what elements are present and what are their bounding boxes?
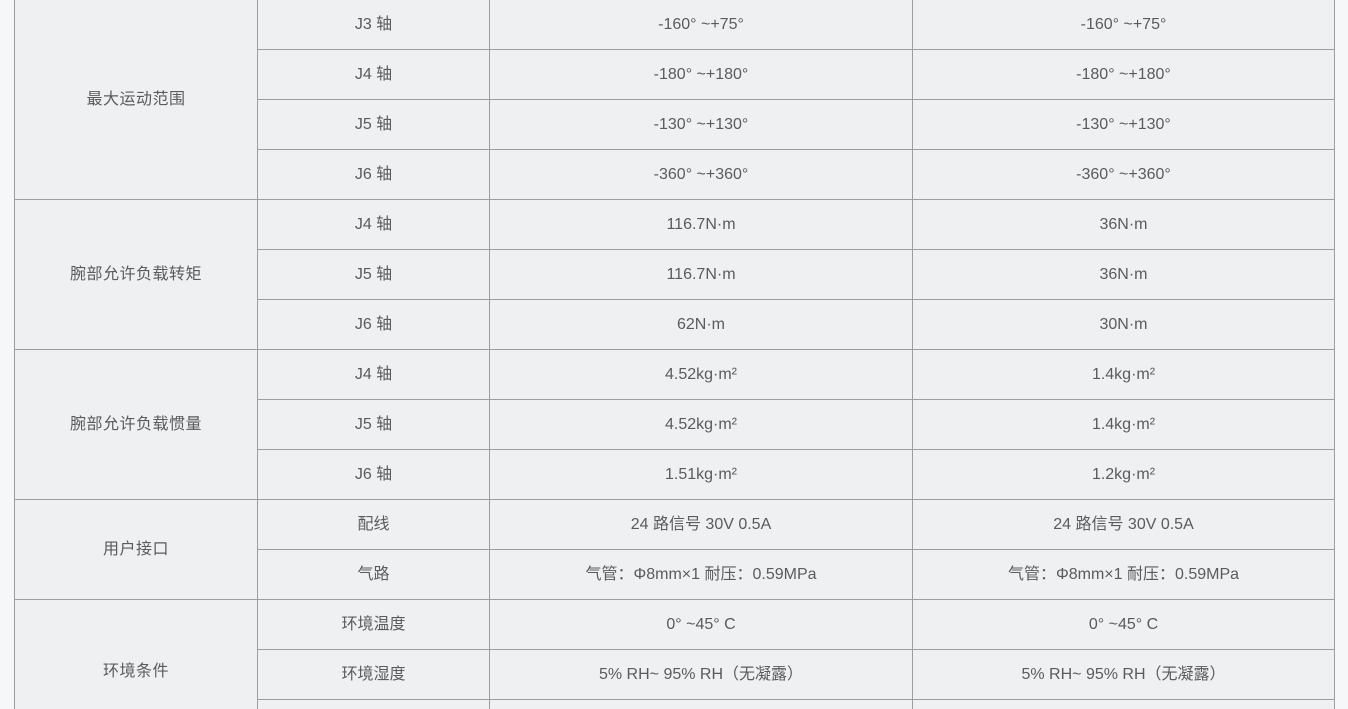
value-b-cell: 30N·m: [912, 299, 1335, 350]
value-b-cell: -130° ~+130°: [912, 99, 1335, 150]
item-cell: 配线: [257, 499, 490, 550]
value-a-cell: -360° ~+360°: [489, 149, 913, 200]
value-a-cell: 116.7N·m: [489, 199, 913, 250]
table-row: 气路 气管：Φ8mm×1 耐压：0.59MPa 气管：Φ8mm×1 耐压：0.59M…: [15, 549, 1335, 600]
value-a-cell: 1.51kg·m²: [489, 449, 913, 500]
category-cell: 环境条件: [14, 599, 258, 709]
spec-table: 最大运动范围 J3 轴 -160° ~+75° -160° ~+75° J4 轴 -180…: [14, 0, 1335, 709]
category-cell: 腕部允许负载转矩: [14, 199, 258, 350]
value-b-cell: 1.4kg·m²: [912, 349, 1335, 400]
table-row: 环境湿度 5% RH~ 95% RH（无凝露） 5% RH~ 95% RH（无凝露）: [15, 649, 1335, 700]
spec-table-container: 最大运动范围 J3 轴 -160° ~+75° -160° ~+75° J4 轴 -180…: [14, 0, 1335, 709]
item-cell: J5 轴: [257, 249, 490, 300]
value-a-cell: 116.7N·m: [489, 249, 913, 300]
value-a-cell: 0° ~45° C: [489, 599, 913, 650]
value-b-cell: 1.2kg·m²: [912, 449, 1335, 500]
item-cell: J6 轴: [257, 449, 490, 500]
table-row: J6 轴 -360° ~+360° -360° ~+360°: [15, 149, 1335, 200]
table-row: J6 轴 62N·m 30N·m: [15, 299, 1335, 350]
item-cell: J5 轴: [257, 99, 490, 150]
value-b-cell: 0° ~45° C: [912, 599, 1335, 650]
item-cell: J6 轴: [257, 299, 490, 350]
item-cell: 环境湿度: [257, 649, 490, 700]
value-b-cell: -360° ~+360°: [912, 149, 1335, 200]
value-b-cell: [912, 699, 1335, 709]
value-a-cell: 62N·m: [489, 299, 913, 350]
value-a-cell: -180° ~+180°: [489, 49, 913, 100]
value-a-cell: 4.52kg·m²: [489, 349, 913, 400]
category-cell: 腕部允许负载惯量: [14, 349, 258, 500]
value-a-cell: 气管：Φ8mm×1 耐压：0.59MPa: [489, 549, 913, 600]
value-a-cell: [489, 699, 913, 709]
spec-table-body: 最大运动范围 J3 轴 -160° ~+75° -160° ~+75° J4 轴 -180…: [14, 0, 1335, 709]
value-b-cell: 1.4kg·m²: [912, 399, 1335, 450]
item-cell: [257, 699, 490, 709]
item-cell: 环境温度: [257, 599, 490, 650]
category-cell: 用户接口: [14, 499, 258, 600]
item-cell: J4 轴: [257, 349, 490, 400]
table-row: 环境条件 环境温度 0° ~45° C 0° ~45° C: [14, 599, 1335, 709]
value-b-cell: 36N·m: [912, 199, 1335, 250]
value-a-cell: 5% RH~ 95% RH（无凝露）: [489, 649, 913, 700]
table-row: J5 轴 116.7N·m 36N·m: [15, 249, 1335, 300]
item-cell: 气路: [257, 549, 490, 600]
table-row: 腕部允许负载转矩 J4 轴 116.7N·m 36N·m: [14, 199, 1335, 350]
category-cell: 最大运动范围: [14, 0, 258, 200]
value-a-cell: -160° ~+75°: [489, 0, 913, 50]
item-cell: J3 轴: [257, 0, 490, 50]
table-row-partial: [15, 699, 1335, 709]
item-cell: J5 轴: [257, 399, 490, 450]
value-a-cell: 24 路信号 30V 0.5A: [489, 499, 913, 550]
table-row: 最大运动范围 J3 轴 -160° ~+75° -160° ~+75°: [14, 0, 1335, 200]
table-row: J4 轴 -180° ~+180° -180° ~+180°: [15, 49, 1335, 100]
value-b-cell: 36N·m: [912, 249, 1335, 300]
value-a-cell: 4.52kg·m²: [489, 399, 913, 450]
item-cell: J4 轴: [257, 199, 490, 250]
item-cell: J6 轴: [257, 149, 490, 200]
value-b-cell: -160° ~+75°: [912, 0, 1335, 50]
table-row: 腕部允许负载惯量 J4 轴 4.52kg·m² 1.4kg·m²: [14, 349, 1335, 500]
table-row: 用户接口 配线 24 路信号 30V 0.5A 24 路信号 30V 0.5A: [14, 499, 1335, 600]
value-a-cell: -130° ~+130°: [489, 99, 913, 150]
value-b-cell: 5% RH~ 95% RH（无凝露）: [912, 649, 1335, 700]
table-row: J6 轴 1.51kg·m² 1.2kg·m²: [15, 449, 1335, 500]
value-b-cell: 24 路信号 30V 0.5A: [912, 499, 1335, 550]
value-b-cell: -180° ~+180°: [912, 49, 1335, 100]
table-row: J5 轴 -130° ~+130° -130° ~+130°: [15, 99, 1335, 150]
value-b-cell: 气管：Φ8mm×1 耐压：0.59MPa: [912, 549, 1335, 600]
item-cell: J4 轴: [257, 49, 490, 100]
